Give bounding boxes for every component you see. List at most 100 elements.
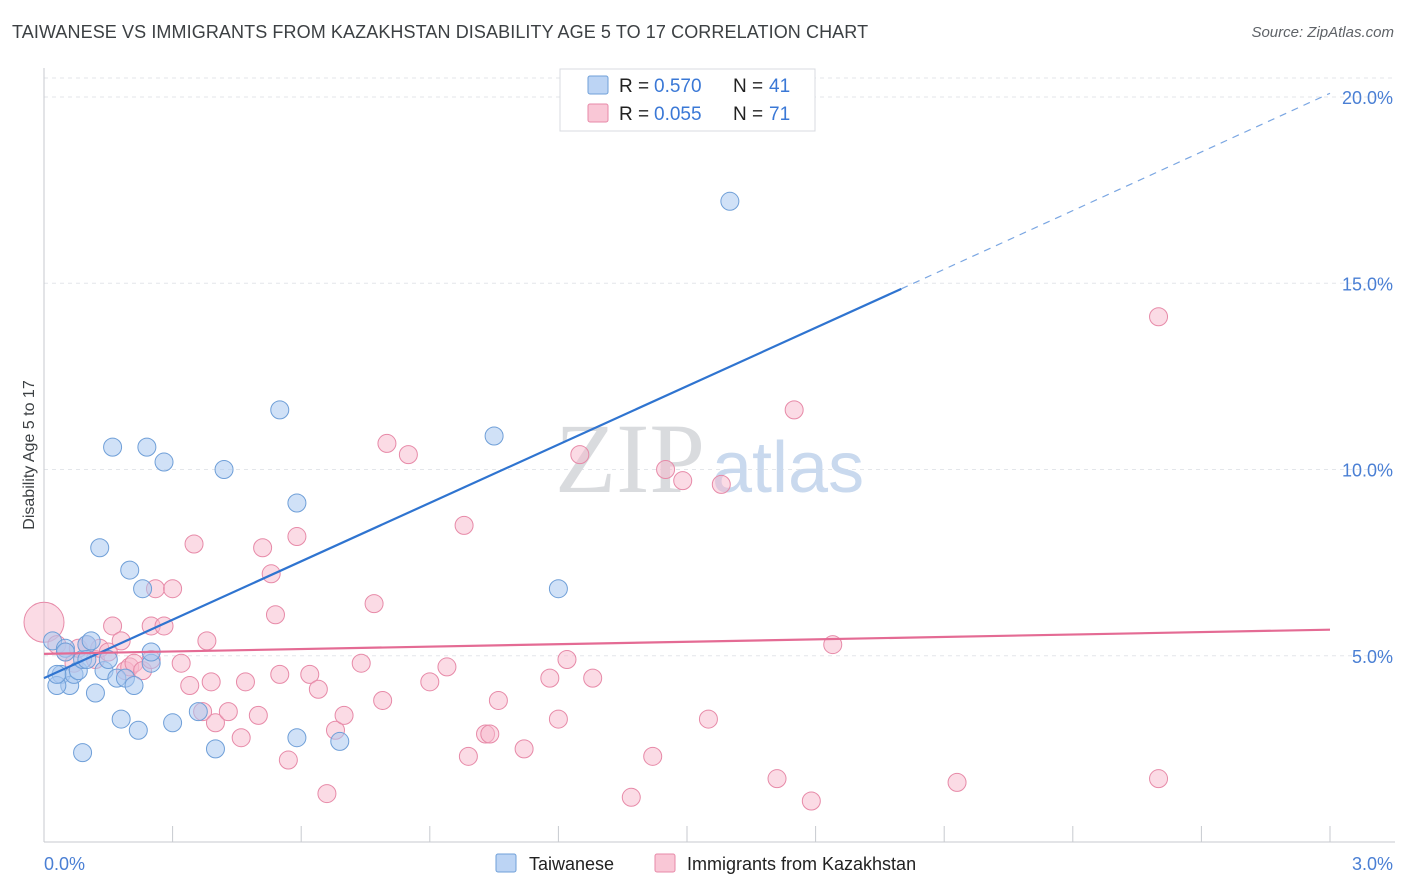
taiwanese-point xyxy=(287,493,307,513)
taiwanese-point xyxy=(214,460,234,479)
taiwanese-point xyxy=(330,731,350,751)
kazakhstan-point xyxy=(480,724,500,744)
taiwanese-point xyxy=(548,579,568,599)
legend-swatch-taiwanese xyxy=(587,75,609,95)
taiwanese-point xyxy=(98,649,118,669)
taiwanese-point xyxy=(484,426,504,446)
kazakhstan-point xyxy=(248,705,268,725)
kazakhstan-point xyxy=(300,664,320,684)
axes xyxy=(43,68,1395,843)
kazakhstan-point xyxy=(377,433,397,453)
kazakhstan-point xyxy=(218,702,238,722)
kazakhstan-point xyxy=(698,709,718,729)
kazakhstan-point xyxy=(201,672,221,692)
taiwanese-point xyxy=(137,437,157,457)
kazakhstan-point xyxy=(656,460,676,479)
legend-bottom-label-kazakhstan: Immigrants from Kazakhstan xyxy=(687,854,916,874)
legend-r-value: 0.055 xyxy=(654,104,702,125)
x-tick-label: 3.0% xyxy=(1352,854,1393,874)
kazakhstan-point xyxy=(540,668,560,688)
legend-r-value: 0.570 xyxy=(654,76,702,97)
kazakhstan-point xyxy=(197,631,217,651)
kazakhstan-point xyxy=(184,534,204,554)
taiwanese-point xyxy=(55,642,75,662)
kazakhstan-point xyxy=(364,594,384,614)
y-tick-label: 15.0% xyxy=(1342,274,1393,294)
taiwanese-point xyxy=(85,683,105,703)
kazakhstan-point xyxy=(373,690,393,710)
watermark-atlas: atlas xyxy=(712,428,864,508)
kazakhstan-point xyxy=(437,657,457,677)
kazakhstan-point xyxy=(334,705,354,725)
y-tick-label: 10.0% xyxy=(1342,461,1393,481)
taiwanese-trend-line xyxy=(43,287,902,680)
kazakhstan-point xyxy=(171,653,191,673)
kazakhstan-point xyxy=(420,672,440,692)
kazakhstan-point xyxy=(231,728,251,748)
kazakhstan-point xyxy=(270,664,290,684)
taiwanese-point xyxy=(128,720,148,740)
legend-swatch-kazakhstan xyxy=(587,103,609,123)
taiwanese-point xyxy=(111,709,131,729)
kazakhstan-point xyxy=(205,713,225,733)
legend-bottom-swatch-kazakhstan xyxy=(654,853,676,873)
x-tick-label: 0.0% xyxy=(44,854,85,874)
kazakhstan-point xyxy=(351,653,371,673)
kazakhstan-point xyxy=(947,772,967,792)
kazakhstan-point xyxy=(488,690,508,710)
kazakhstan-point xyxy=(711,474,731,494)
y-tick-label: 20.0% xyxy=(1342,88,1393,108)
taiwanese-point xyxy=(720,191,740,211)
source-label: Source: ZipAtlas.com xyxy=(1251,24,1394,41)
kazakhstan-point xyxy=(163,579,183,599)
kazakhstan-point xyxy=(180,676,200,696)
kazakhstan-point xyxy=(621,787,641,807)
legend-n-label: N = xyxy=(733,104,763,125)
kazakhstan-point xyxy=(458,746,478,766)
kazakhstan-point xyxy=(454,515,474,535)
taiwanese-point xyxy=(163,713,183,733)
taiwanese-point xyxy=(205,739,225,759)
legend-r-label: R = xyxy=(619,76,649,97)
kazakhstan-point xyxy=(398,445,418,465)
y-tick-label: 5.0% xyxy=(1352,647,1393,667)
kazakhstan-point xyxy=(570,445,590,465)
taiwanese-point xyxy=(124,676,144,696)
trend-lines xyxy=(43,92,1331,680)
kazakhstan-point xyxy=(784,400,804,420)
legend-r-label: R = xyxy=(619,104,649,125)
kazakhstan-point xyxy=(801,791,821,811)
kazakhstan-point xyxy=(548,709,568,729)
grid-lines xyxy=(44,77,1395,657)
taiwanese-point xyxy=(103,437,123,457)
kazakhstan-point xyxy=(317,784,337,804)
taiwanese-point xyxy=(120,560,140,580)
tick-labels: 5.0% 10.0% 15.0% 20.0% 0.0% 3.0% xyxy=(44,88,1393,874)
legend-n-value: 41 xyxy=(769,76,790,97)
kazakhstan-point xyxy=(278,750,298,770)
taiwanese-point xyxy=(73,743,93,763)
legend-bottom: Taiwanese Immigrants from Kazakhstan xyxy=(495,853,916,874)
taiwanese-point xyxy=(90,538,110,558)
y-axis-label: Disability Age 5 to 17 xyxy=(21,380,38,530)
kazakhstan-point xyxy=(514,739,534,759)
taiwanese-point xyxy=(188,702,208,722)
series-taiwanese-points xyxy=(43,191,740,763)
kazakhstan-point xyxy=(253,538,273,558)
kazakhstan-point xyxy=(308,679,328,699)
legend-n-label: N = xyxy=(733,76,763,97)
taiwanese-trend-extension xyxy=(901,92,1331,290)
legend-bottom-label-taiwanese: Taiwanese xyxy=(529,854,614,874)
kazakhstan-point xyxy=(557,649,577,669)
kazakhstan-point xyxy=(673,471,693,491)
kazakhstan-point xyxy=(1149,307,1169,327)
watermark: ZIP atlas xyxy=(555,403,864,514)
legend-n-value: 71 xyxy=(769,104,790,125)
chart-title: TAIWANESE VS IMMIGRANTS FROM KAZAKHSTAN … xyxy=(12,22,869,42)
kazakhstan-point xyxy=(643,746,663,766)
taiwanese-point xyxy=(287,728,307,748)
kazakhstan-point xyxy=(235,672,255,692)
kazakhstan-point xyxy=(583,668,603,688)
kazakhstan-point xyxy=(287,527,307,547)
